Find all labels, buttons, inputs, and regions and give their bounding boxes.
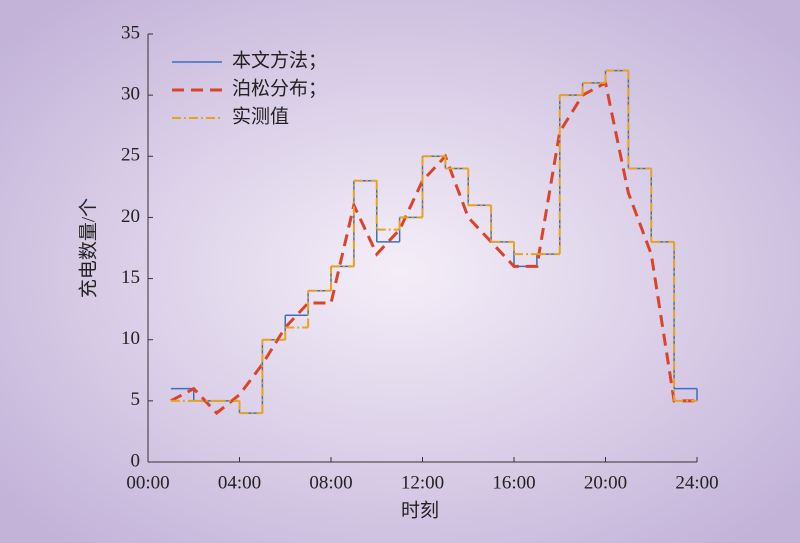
y-tick-label: 5 (131, 389, 141, 410)
legend-label: 泊松分布； (232, 77, 327, 99)
y-axis-label: 充电数量/个 (77, 198, 99, 298)
x-tick-label: 12:00 (401, 472, 444, 493)
y-tick-label: 20 (121, 206, 140, 227)
x-tick-label: 24:00 (675, 472, 718, 493)
y-tick-label: 0 (131, 450, 141, 471)
x-tick-label: 20:00 (584, 472, 627, 493)
x-tick-label: 16:00 (492, 472, 535, 493)
y-tick-label: 10 (121, 328, 140, 349)
x-tick-label: 04:00 (218, 472, 261, 493)
x-axis-label: 时刻 (401, 499, 439, 521)
x-tick-label: 08:00 (309, 472, 352, 493)
line-series (170, 80, 697, 416)
x-tick-label: 00:00 (126, 472, 169, 493)
y-tick-label: 15 (121, 267, 140, 288)
step-riser (238, 70, 676, 414)
legend-label: 本文方法； (232, 49, 327, 71)
y-tick-label: 30 (121, 84, 140, 105)
y-tick-label: 25 (121, 145, 140, 166)
legend-label: 实测值 (232, 105, 289, 127)
y-tick-label: 35 (121, 22, 140, 43)
